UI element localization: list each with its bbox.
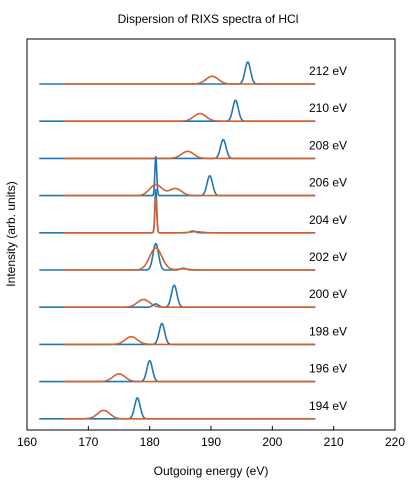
- spectrum-line-blue: [39, 284, 316, 308]
- spectrum-panel: [39, 61, 316, 85]
- spectrum-line-orange: [63, 298, 316, 308]
- spectrum-line-blue: [39, 359, 316, 383]
- spectrum-line-orange: [63, 409, 316, 420]
- x-axis: 160 170 180 190 200 210 220: [17, 426, 405, 449]
- spectrum-line-orange: [63, 75, 316, 85]
- spectrum-line-blue: [39, 61, 316, 85]
- spectrum-panel: [39, 359, 316, 383]
- x-axis-label: Outgoing energy (eV): [154, 464, 269, 478]
- spectrum-panel: [39, 138, 316, 160]
- spectrum-panel: [39, 322, 316, 346]
- spectrum-line-orange: [63, 335, 316, 346]
- chart-title: Dispersion of RIXS spectra of HCl: [118, 12, 299, 26]
- excitation-energy-label: 206 eV: [309, 176, 347, 190]
- x-tick-label: 210: [324, 435, 344, 449]
- x-tick-label: 200: [262, 435, 282, 449]
- excitation-energy-label: 202 eV: [309, 250, 347, 264]
- x-tick-label: 220: [385, 435, 405, 449]
- excitation-energy-label: 204 eV: [309, 213, 347, 227]
- x-tick-label: 170: [78, 435, 98, 449]
- spectrum-panel: [39, 396, 316, 420]
- excitation-energy-label: 194 eV: [309, 399, 347, 413]
- spectrum-line-blue: [39, 322, 316, 346]
- y-axis-label: Intensity (arb. units): [4, 181, 18, 286]
- spectrum-line-blue: [39, 99, 316, 122]
- spectrum-line-orange: [63, 373, 316, 383]
- x-tick-label: 180: [140, 435, 160, 449]
- spectrum-line-blue: [39, 396, 316, 420]
- excitation-energy-label: 208 eV: [309, 138, 347, 152]
- spectrum-line-orange: [63, 247, 316, 271]
- spectrum-panel: [39, 242, 316, 271]
- spectrum-line-orange: [63, 183, 316, 197]
- excitation-energy-label: 196 eV: [309, 362, 347, 376]
- x-tick-label: 190: [201, 435, 221, 449]
- spectrum-panel: [39, 156, 316, 197]
- x-tick-label: 160: [17, 435, 37, 449]
- excitation-energy-label: 210 eV: [309, 101, 347, 115]
- spectrum-line-orange: [63, 150, 316, 160]
- spectrum-panel: [39, 188, 316, 234]
- spectrum-line-blue: [39, 138, 316, 160]
- excitation-energy-labels: 212 eV 210 eV 208 eV 206 eV 204 eV 202 eV 200 …: [309, 64, 347, 413]
- spectrum-line-orange: [63, 112, 316, 122]
- excitation-energy-label: 200 eV: [309, 287, 347, 301]
- excitation-energy-label: 212 eV: [309, 64, 347, 78]
- spectrum-panel: [39, 284, 316, 308]
- excitation-energy-label: 198 eV: [309, 324, 347, 338]
- spectra-group: [39, 61, 316, 420]
- spectrum-panel: [39, 99, 316, 122]
- spectrum-line-blue: [39, 242, 316, 271]
- spectrum-line-orange: [63, 197, 316, 234]
